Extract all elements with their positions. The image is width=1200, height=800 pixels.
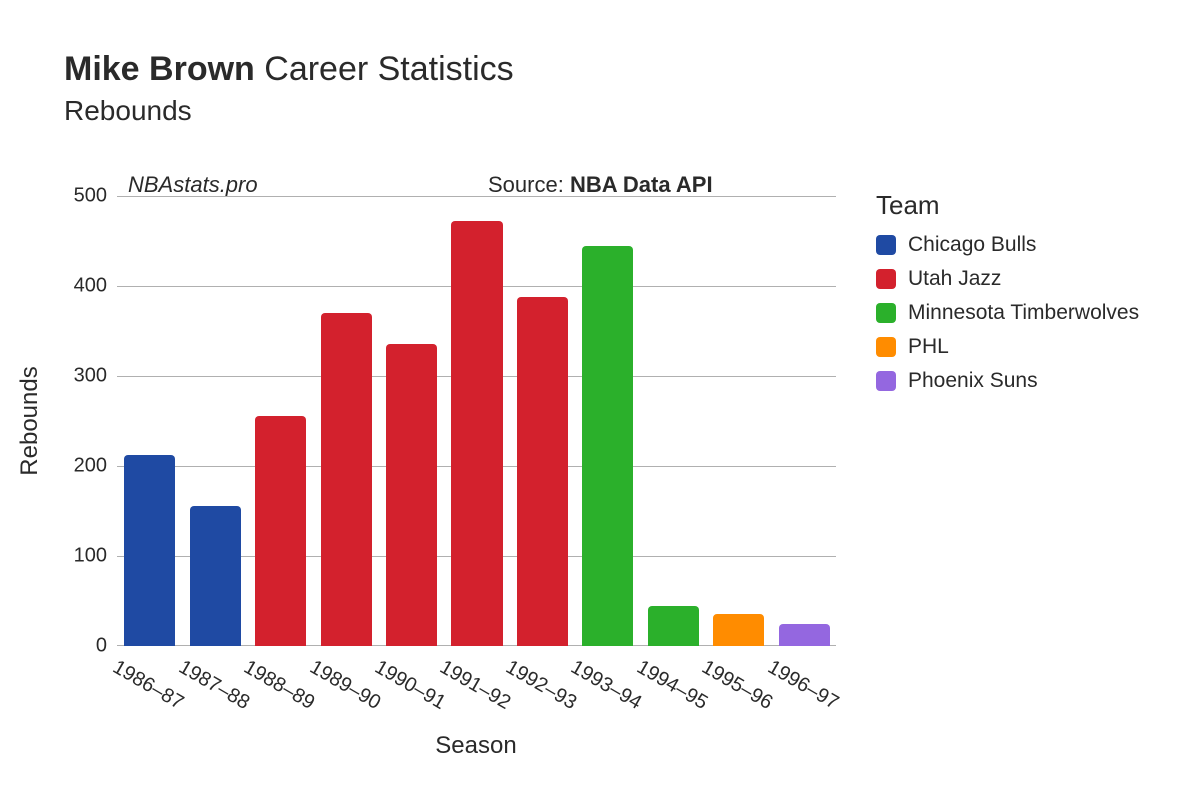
- x-tick-label: 1994–95: [632, 656, 711, 715]
- source-label: Source:: [488, 172, 570, 197]
- legend-swatch: [876, 303, 896, 323]
- x-tick-label: 1991–92: [436, 656, 515, 715]
- legend-item: PHL: [876, 335, 1139, 359]
- legend-swatch: [876, 269, 896, 289]
- y-tick-label: 300: [74, 365, 107, 388]
- x-tick-label: 1993–94: [567, 656, 646, 715]
- legend-item: Phoenix Suns: [876, 369, 1139, 393]
- y-tick-label: 0: [96, 635, 107, 658]
- bar: [124, 455, 175, 646]
- x-tick-label: 1988–89: [240, 656, 319, 715]
- chart-title-rest: Career Statistics: [255, 50, 514, 88]
- watermark-text: NBAstats.pro: [128, 172, 258, 198]
- plot-area: 01002003004005001986–871987–881988–89198…: [116, 196, 836, 646]
- y-axis-title: Rebounds: [16, 366, 44, 475]
- legend-item: Chicago Bulls: [876, 233, 1139, 257]
- chart-title-player: Mike Brown: [64, 50, 255, 88]
- x-tick-label: 1996–97: [763, 656, 842, 715]
- y-tick-label: 200: [74, 455, 107, 478]
- chart-subtitle: Rebounds: [64, 95, 514, 127]
- legend-title: Team: [876, 190, 1139, 221]
- bar: [321, 313, 372, 646]
- legend-label: PHL: [908, 335, 949, 359]
- x-tick-label: 1987–88: [174, 656, 253, 715]
- source-value: NBA Data API: [570, 172, 713, 197]
- chart-canvas: Mike Brown Career Statistics Rebounds NB…: [0, 0, 1200, 800]
- y-tick-label: 100: [74, 545, 107, 568]
- x-axis-title: Season: [435, 732, 516, 760]
- bar: [582, 246, 633, 646]
- chart-title: Mike Brown Career Statistics: [64, 50, 514, 89]
- bar: [255, 416, 306, 646]
- y-tick-label: 500: [74, 185, 107, 208]
- x-tick-label: 1989–90: [305, 656, 384, 715]
- legend-swatch: [876, 371, 896, 391]
- bar: [713, 614, 764, 646]
- bar: [386, 344, 437, 646]
- legend-item: Utah Jazz: [876, 267, 1139, 291]
- x-tick-label: 1995–96: [698, 656, 777, 715]
- legend-label: Minnesota Timberwolves: [908, 301, 1139, 325]
- y-tick-label: 400: [74, 275, 107, 298]
- source-attribution: Source: NBA Data API: [488, 172, 713, 198]
- bar: [779, 624, 830, 646]
- chart-title-block: Mike Brown Career Statistics Rebounds: [64, 50, 514, 127]
- bar: [451, 221, 502, 646]
- x-tick-label: 1990–91: [371, 656, 450, 715]
- bar: [648, 606, 699, 646]
- x-tick-label: 1986–87: [109, 656, 188, 715]
- legend-label: Chicago Bulls: [908, 233, 1036, 257]
- bar: [517, 297, 568, 646]
- legend-swatch: [876, 235, 896, 255]
- legend-swatch: [876, 337, 896, 357]
- bar: [190, 506, 241, 646]
- legend: Team Chicago Bulls Utah Jazz Minnesota Tim…: [876, 190, 1139, 403]
- gridline: [117, 196, 836, 197]
- legend-label: Phoenix Suns: [908, 369, 1038, 393]
- legend-label: Utah Jazz: [908, 267, 1001, 291]
- legend-item: Minnesota Timberwolves: [876, 301, 1139, 325]
- x-tick-label: 1992–93: [501, 656, 580, 715]
